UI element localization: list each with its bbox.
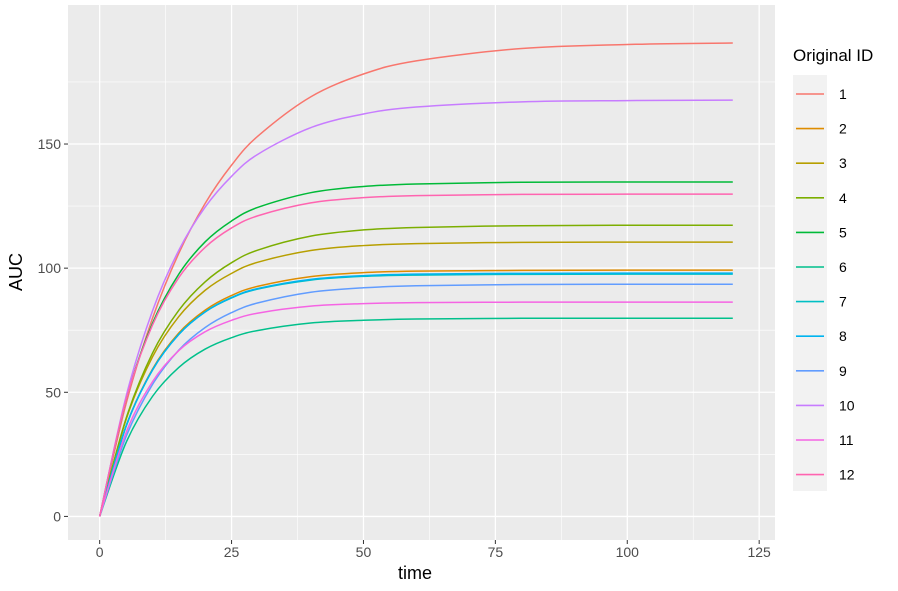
y-tick-label: 150 — [38, 136, 62, 152]
legend-label: 2 — [839, 121, 847, 137]
y-tick-label: 0 — [53, 508, 61, 524]
series-line-12 — [98, 193, 733, 517]
x-tick-label: 75 — [488, 544, 504, 560]
y-axis: 0 50 100 150 — [38, 136, 68, 524]
legend-label: 5 — [839, 224, 847, 240]
y-axis-title: AUC — [6, 253, 26, 291]
series-line-1 — [98, 42, 733, 517]
legend-label: 10 — [839, 397, 855, 413]
legend-label: 7 — [839, 294, 847, 310]
legend-label: 11 — [839, 432, 854, 448]
series-line-4 — [98, 224, 733, 517]
series-line-11 — [98, 301, 733, 517]
x-axis-title: time — [398, 563, 432, 583]
legend-label: 4 — [839, 190, 847, 206]
legend-title: Original ID — [793, 46, 873, 65]
series-line-6 — [98, 317, 733, 517]
legend-label: 12 — [839, 467, 855, 483]
y-tick-label: 50 — [45, 384, 61, 400]
x-axis: 0 25 50 75 100 125 — [96, 540, 771, 560]
y-tick-label: 100 — [38, 260, 62, 276]
legend-label: 6 — [839, 259, 847, 275]
x-tick-label: 0 — [96, 544, 104, 560]
legend-key-background — [793, 75, 827, 491]
legend-label: 8 — [839, 328, 847, 344]
series-line-10 — [98, 99, 733, 517]
legend-label: 9 — [839, 363, 847, 379]
series-line-8 — [98, 272, 733, 517]
legend-label: 3 — [839, 155, 847, 171]
gridlines — [68, 5, 775, 540]
series-line-9 — [98, 283, 733, 517]
series-line-3 — [98, 241, 733, 517]
x-tick-label: 50 — [356, 544, 372, 560]
legend-label: 1 — [839, 86, 847, 102]
x-tick-label: 25 — [224, 544, 240, 560]
x-tick-label: 100 — [616, 544, 640, 560]
series-lines — [98, 42, 733, 517]
x-tick-label: 125 — [747, 544, 771, 560]
